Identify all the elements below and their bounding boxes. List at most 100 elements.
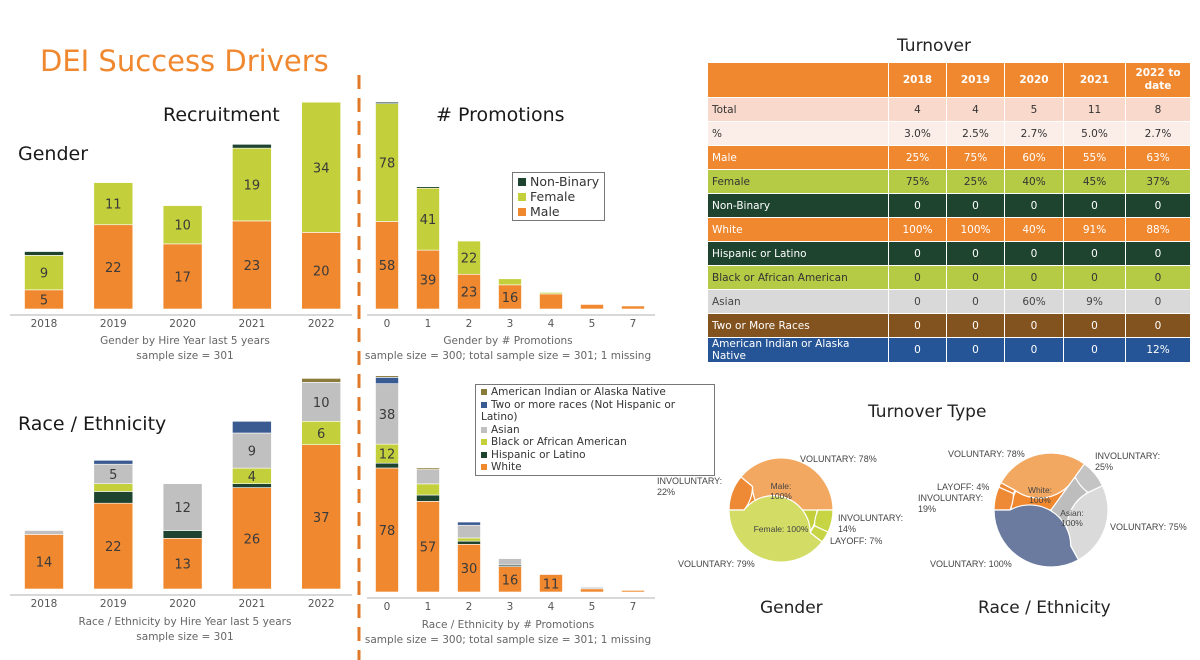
table-cell: 0 — [1063, 337, 1126, 363]
x-tick-label: 4 — [548, 601, 555, 613]
table-cell: 0 — [1004, 193, 1064, 218]
caption-line: Race / Ethnicity by # Promotions — [421, 619, 595, 631]
x-tick-label: 2019 — [100, 318, 127, 330]
table-cell: 0 — [946, 265, 1005, 290]
pie-label: INVOLUNTARY: 19% — [918, 493, 984, 514]
promotions-heading: # Promotions — [436, 104, 565, 126]
legend-swatch — [481, 389, 487, 395]
x-tick-label: 4 — [548, 318, 555, 330]
data-label: 17 — [174, 270, 191, 285]
table-cell: 0 — [1004, 265, 1064, 290]
legend-label: Female — [530, 189, 576, 204]
table-cell: 60% — [1004, 289, 1064, 314]
legend-label: Two or more races (Not Hispanic or Latin… — [481, 398, 676, 424]
data-label: 22 — [105, 261, 122, 276]
table-cell: 12% — [1125, 337, 1191, 363]
x-tick-label: 7 — [630, 601, 637, 613]
table-cell: 75% — [946, 145, 1005, 170]
table-row: Non-Binary 0 0 0 0 0 — [707, 193, 1191, 218]
bar-segment — [162, 530, 203, 539]
table-cell: 2.7% — [1004, 121, 1064, 146]
legend-swatch — [518, 208, 526, 216]
pie-label: LAYOFF: 7% — [830, 536, 883, 546]
caption-line: sample size = 300; total sample size = 3… — [364, 350, 652, 362]
column-header: 2019 — [946, 62, 1005, 98]
bar-segment — [375, 375, 399, 378]
caption-line: sample size = 300; total sample size = 3… — [364, 634, 652, 646]
table-cell: 8 — [1125, 97, 1191, 122]
row-label: Hispanic or Latino — [707, 241, 889, 266]
table-cell: 40% — [1004, 169, 1064, 194]
table-cell: 100% — [946, 217, 1005, 242]
table-row: White 100% 100% 40% 91% 88% — [707, 217, 1191, 242]
row-label: Male — [707, 145, 889, 170]
data-label: 41 — [420, 213, 437, 228]
table-cell: 0 — [1063, 241, 1126, 266]
bar-segment — [539, 574, 563, 593]
bar-segment — [24, 534, 64, 590]
row-label: Total — [707, 97, 889, 122]
table-row: Asian 0 0 60% 9% 0 — [707, 289, 1191, 314]
data-label: 78 — [379, 157, 396, 172]
table-cell: 88% — [1125, 217, 1191, 242]
bar-segment — [498, 278, 522, 286]
bar-segment — [162, 483, 203, 531]
x-tick-label: 2018 — [31, 318, 58, 330]
bar-segment — [457, 240, 481, 275]
bar-segment — [416, 186, 440, 189]
bar-segment — [24, 251, 64, 256]
x-tick-label: 2020 — [169, 318, 196, 330]
caption-line: Gender by # Promotions — [443, 335, 573, 347]
pie-inner-label: Asian: 100% — [1060, 508, 1084, 528]
table-row: Two or More Races 0 0 0 0 0 — [707, 313, 1191, 338]
legend-entry: Black or African American — [481, 436, 709, 449]
chart-caption: Race / Ethnicity by Hire Year last 5 yea… — [35, 615, 335, 645]
bar-segment — [416, 467, 440, 470]
table-header-row: 2018 2019 2020 2021 2022 to date — [707, 62, 1191, 98]
table-cell: 5.0% — [1063, 121, 1126, 146]
table-row: Hispanic or Latino 0 0 0 0 0 — [707, 241, 1191, 266]
bar-segment — [375, 462, 399, 469]
legend-label: Black or African American — [491, 436, 627, 448]
table-cell: 5 — [1004, 97, 1064, 122]
pie-inner-label: Male: 100% — [770, 481, 792, 501]
table-cell: 37% — [1125, 169, 1191, 194]
pie-label: VOLUNTARY: 78% — [800, 454, 877, 464]
x-tick-label: 2018 — [31, 598, 58, 610]
bar-segment — [457, 537, 481, 542]
x-tick-label: 2 — [466, 318, 473, 330]
table-cell: 0 — [888, 193, 947, 218]
bar-segment — [621, 305, 645, 310]
pie-label: INVOLUNTARY: 14% — [838, 513, 904, 534]
row-label: American Indian or Alaska Native — [707, 337, 889, 363]
data-label: 6 — [317, 427, 325, 442]
data-label: 10 — [174, 219, 191, 234]
table-cell: 100% — [888, 217, 947, 242]
table-cell: 4 — [888, 97, 947, 122]
bar-segment — [375, 101, 399, 104]
bar-segment — [24, 530, 64, 535]
table-cell: 91% — [1063, 217, 1126, 242]
x-tick-label: 2 — [466, 601, 473, 613]
bar-segment — [301, 381, 342, 422]
table-cell: 0 — [1125, 265, 1191, 290]
x-tick-label: 2020 — [169, 598, 196, 610]
bar-segment — [301, 101, 342, 233]
data-label: 78 — [379, 524, 396, 539]
table-cell: 0 — [946, 241, 1005, 266]
caption-line: Gender by Hire Year last 5 years — [100, 335, 270, 347]
bar-segment — [457, 521, 481, 526]
data-label: 30 — [461, 562, 478, 577]
table-cell: 0 — [1125, 193, 1191, 218]
chart-caption: Gender by # Promotions sample size = 300;… — [358, 334, 658, 364]
column-header: 2018 — [888, 62, 947, 98]
legend-entry: American Indian or Alaska Native — [481, 386, 709, 399]
data-label: 12 — [379, 448, 396, 463]
x-tick-label: 1 — [425, 601, 432, 613]
column-header: 2020 — [1004, 62, 1064, 98]
table-row: Female 75% 25% 40% 45% 37% — [707, 169, 1191, 194]
legend-entry: Two or more races (Not Hispanic or Latin… — [481, 399, 709, 424]
table-cell: 0 — [888, 313, 947, 338]
